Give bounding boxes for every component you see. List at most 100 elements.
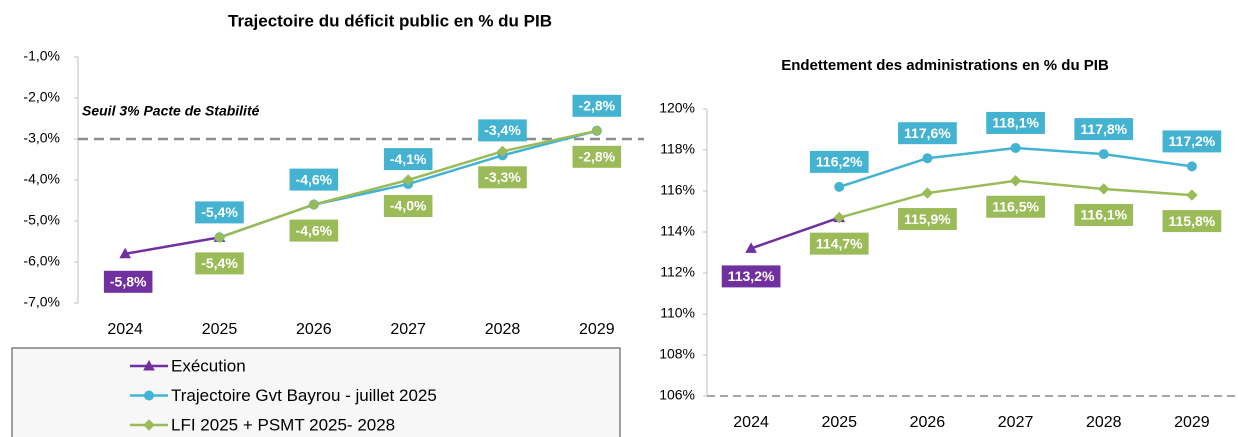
value-label: 115,9% [904, 211, 951, 227]
marker [745, 242, 757, 253]
value-label-box [572, 94, 622, 117]
marker [144, 390, 154, 401]
y-tick-label: -4,0% [23, 171, 60, 187]
value-label: -4,0% [390, 198, 427, 214]
x-tick-label: 2026 [910, 414, 946, 431]
value-label: 116,5% [992, 198, 1039, 214]
value-label: 116,2% [816, 154, 863, 170]
y-tick-label: -2,0% [23, 89, 60, 105]
value-label-box [1162, 210, 1222, 233]
y-tick-label: -1,0% [23, 48, 60, 64]
value-label-box [1074, 118, 1134, 141]
y-tick-label: 108% [659, 346, 695, 362]
value-label: -5,4% [201, 255, 238, 271]
value-label-box [898, 122, 957, 145]
marker [1010, 142, 1021, 153]
value-label-box [986, 111, 1045, 134]
y-tick-label: 118% [660, 141, 695, 157]
chart-title: Endettement des administrations en % du … [781, 57, 1109, 74]
value-label: -4,1% [390, 151, 427, 167]
marker [119, 247, 132, 259]
value-label: 114,7% [816, 235, 863, 251]
marker [922, 153, 933, 164]
marker [921, 187, 934, 199]
value-label-box [383, 195, 433, 217]
marker [1186, 161, 1197, 172]
value-label: 113,2% [728, 268, 775, 284]
value-label: -3,3% [484, 169, 521, 185]
y-tick-label: 110% [660, 305, 695, 321]
x-tick-label: 2029 [1174, 414, 1210, 431]
y-tick-label: 120% [659, 100, 695, 116]
marker [1186, 189, 1198, 201]
x-tick-label: 2027 [998, 414, 1034, 431]
value-label: 118,1% [992, 115, 1039, 131]
value-label-box [1162, 130, 1222, 153]
x-tick-label: 2026 [296, 321, 332, 338]
value-label-box [721, 265, 781, 288]
marker [591, 125, 603, 137]
marker [402, 174, 414, 186]
x-tick-label: 2025 [202, 321, 238, 338]
marker [496, 145, 509, 158]
marker [833, 211, 845, 224]
value-label: -5,4% [201, 204, 238, 220]
value-label-box [809, 232, 869, 255]
value-label-box [986, 195, 1045, 218]
series-line [124, 236, 220, 256]
value-label: 117,2% [1169, 133, 1216, 149]
value-label: -2,8% [579, 149, 616, 165]
legend-box [11, 347, 621, 437]
value-label-box [289, 168, 339, 191]
value-label: 116,1% [1080, 207, 1127, 223]
value-label-box [478, 119, 527, 142]
y-tick-label: -3,0% [23, 130, 60, 146]
value-label-box [289, 219, 339, 242]
marker [1009, 175, 1022, 187]
value-label-box [1074, 203, 1134, 226]
value-label: -2,8% [579, 98, 616, 114]
legend-label: Trajectoire Gvt Bayrou - juillet 2025 [171, 386, 437, 405]
value-label: -5,8% [110, 274, 147, 290]
y-tick-label: 112% [660, 264, 695, 280]
legend-label: LFI 2025 + PSMT 2025- 2028 [171, 415, 395, 434]
x-tick-label: 2025 [821, 414, 857, 431]
marker [308, 198, 320, 211]
x-tick-label: 2028 [1086, 414, 1122, 431]
value-label-box [809, 150, 869, 173]
value-label-box [383, 148, 433, 171]
series-line [750, 216, 840, 250]
value-label: 117,8% [1080, 121, 1127, 137]
value-label-box [478, 166, 527, 189]
marker [834, 181, 845, 192]
x-tick-label: 2028 [485, 321, 521, 338]
value-label: -4,6% [296, 171, 333, 187]
value-label: 117,6% [904, 125, 951, 141]
chart-title: Trajectoire du déficit public en % du PI… [228, 11, 552, 30]
y-tick-label: -6,0% [23, 253, 60, 269]
value-label-box [898, 208, 957, 231]
value-label-box [572, 145, 622, 168]
x-tick-label: 2024 [107, 321, 143, 338]
legend-label: Exécution [171, 356, 246, 375]
y-tick-label: -5,0% [23, 212, 60, 228]
reference-label: Seuil 3% Pacte de Stabilité [82, 103, 260, 119]
value-label: -3,4% [484, 122, 521, 138]
marker [1098, 149, 1109, 160]
y-tick-label: 106% [659, 387, 695, 403]
marker [143, 419, 155, 431]
marker [143, 359, 155, 371]
marker [1098, 183, 1110, 195]
value-label: 115,8% [1169, 213, 1216, 229]
marker [213, 231, 226, 244]
value-label-box [195, 201, 244, 224]
x-tick-label: 2029 [579, 321, 615, 338]
x-tick-label: 2027 [390, 321, 426, 338]
value-label-box [103, 270, 153, 293]
value-label-box [195, 252, 244, 275]
value-label: -4,6% [296, 222, 333, 238]
x-tick-label: 2024 [733, 414, 769, 431]
y-tick-label: 116% [660, 182, 695, 198]
y-tick-label: 114% [660, 223, 695, 239]
